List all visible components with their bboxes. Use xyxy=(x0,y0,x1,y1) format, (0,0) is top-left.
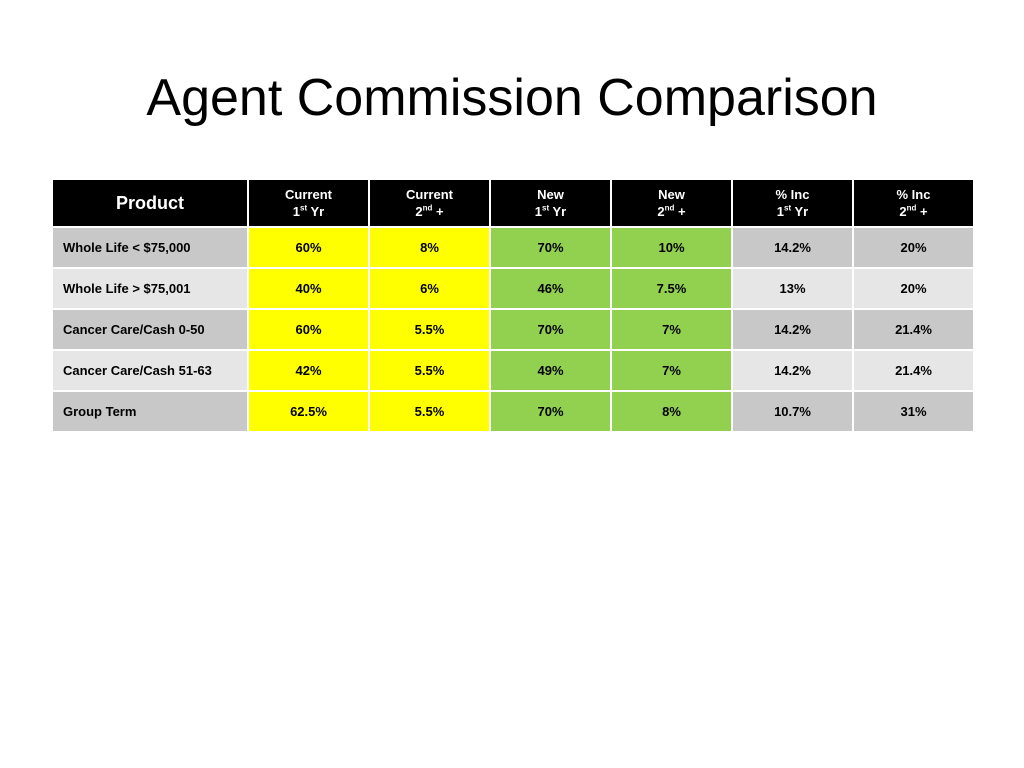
header-label: New xyxy=(658,187,685,202)
header-inc-1st: % Inc 1st Yr xyxy=(731,178,854,228)
header-label: % Inc xyxy=(896,187,931,202)
header-suffix: + xyxy=(674,204,686,219)
header-current-1st: Current 1st Yr xyxy=(247,178,370,228)
header-sup: nd xyxy=(422,203,433,213)
cell-new-2nd: 7% xyxy=(610,308,733,351)
cell-inc-2nd: 21.4% xyxy=(852,349,975,392)
cell-product: Whole Life > $75,001 xyxy=(51,267,249,310)
cell-new-2nd: 7% xyxy=(610,349,733,392)
header-product: Product xyxy=(51,178,249,228)
cell-inc-2nd: 20% xyxy=(852,226,975,269)
header-inc-2nd: % Inc 2nd + xyxy=(852,178,975,228)
header-suffix: + xyxy=(432,204,444,219)
cell-product: Cancer Care/Cash 0-50 xyxy=(51,308,249,351)
header-sup: nd xyxy=(664,203,675,213)
header-sup: st xyxy=(300,203,308,213)
cell-product: Group Term xyxy=(51,390,249,433)
header-suffix: Yr xyxy=(549,204,567,219)
header-product-label: Product xyxy=(115,192,184,213)
cell-new-1st: 70% xyxy=(489,226,612,269)
cell-new-1st: 70% xyxy=(489,308,612,351)
cell-current-1st: 42% xyxy=(247,349,370,392)
cell-current-1st: 40% xyxy=(247,267,370,310)
header-label: New xyxy=(537,187,564,202)
cell-inc-1st: 14.2% xyxy=(731,349,854,392)
header-current-2nd: Current 2nd + xyxy=(368,178,491,228)
header-new-2nd: New 2nd + xyxy=(610,178,733,228)
header-sup: st xyxy=(542,203,550,213)
cell-inc-2nd: 31% xyxy=(852,390,975,433)
cell-current-2nd: 5.5% xyxy=(368,308,491,351)
cell-inc-1st: 14.2% xyxy=(731,308,854,351)
cell-current-1st: 60% xyxy=(247,226,370,269)
header-suffix: Yr xyxy=(307,204,325,219)
header-num: 2 xyxy=(415,204,423,219)
cell-inc-1st: 13% xyxy=(731,267,854,310)
header-label: % Inc xyxy=(775,187,810,202)
cell-current-2nd: 5.5% xyxy=(368,349,491,392)
cell-current-2nd: 5.5% xyxy=(368,390,491,433)
header-num: 1 xyxy=(534,204,542,219)
cell-inc-2nd: 21.4% xyxy=(852,308,975,351)
table-row: Whole Life > $75,001 40% 6% 46% 7.5% 13%… xyxy=(51,267,975,310)
cell-new-1st: 46% xyxy=(489,267,612,310)
cell-product: Whole Life < $75,000 xyxy=(51,226,249,269)
header-label: Current xyxy=(285,187,332,202)
header-num: 2 xyxy=(657,204,665,219)
cell-inc-2nd: 20% xyxy=(852,267,975,310)
header-sup: st xyxy=(784,203,792,213)
header-num: 2 xyxy=(899,204,907,219)
cell-product: Cancer Care/Cash 51-63 xyxy=(51,349,249,392)
cell-new-2nd: 7.5% xyxy=(610,267,733,310)
cell-current-1st: 60% xyxy=(247,308,370,351)
cell-inc-1st: 10.7% xyxy=(731,390,854,433)
commission-table: Product Current 1st Yr Current 2nd + New… xyxy=(51,178,975,433)
header-sup: nd xyxy=(906,203,917,213)
cell-current-2nd: 6% xyxy=(368,267,491,310)
header-new-1st: New 1st Yr xyxy=(489,178,612,228)
header-label: Current xyxy=(406,187,453,202)
cell-new-1st: 70% xyxy=(489,390,612,433)
table-row: Cancer Care/Cash 0-50 60% 5.5% 70% 7% 14… xyxy=(51,308,975,351)
cell-new-2nd: 8% xyxy=(610,390,733,433)
table-row: Whole Life < $75,000 60% 8% 70% 10% 14.2… xyxy=(51,226,975,269)
header-row: Product Current 1st Yr Current 2nd + New… xyxy=(51,178,975,228)
header-suffix: Yr xyxy=(791,204,809,219)
cell-current-1st: 62.5% xyxy=(247,390,370,433)
header-num: 1 xyxy=(776,204,784,219)
cell-inc-1st: 14.2% xyxy=(731,226,854,269)
cell-new-2nd: 10% xyxy=(610,226,733,269)
table-row: Group Term 62.5% 5.5% 70% 8% 10.7% 31% xyxy=(51,390,975,433)
cell-new-1st: 49% xyxy=(489,349,612,392)
slide-title: Agent Commission Comparison xyxy=(146,69,878,127)
table-row: Cancer Care/Cash 51-63 42% 5.5% 49% 7% 1… xyxy=(51,349,975,392)
header-num: 1 xyxy=(292,204,300,219)
header-suffix: + xyxy=(916,204,928,219)
cell-current-2nd: 8% xyxy=(368,226,491,269)
